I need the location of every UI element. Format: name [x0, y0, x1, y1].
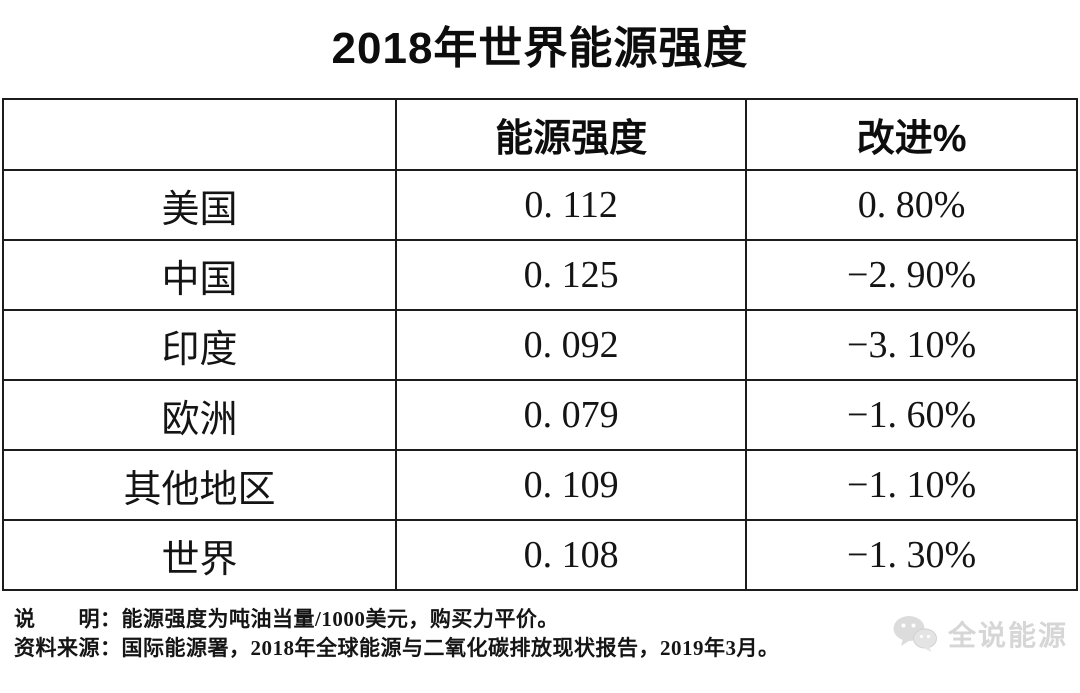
table-row: 美国 0. 112 0. 80% [1, 169, 1078, 241]
intensity-cell: 0. 108 [395, 519, 748, 591]
header-region [1, 98, 398, 171]
table-row: 欧洲 0. 079 −1. 60% [1, 379, 1078, 451]
energy-intensity-table: 能源强度 改进% 美国 0. 112 0. 80% 中国 0. 125 −2. … [1, 98, 1078, 591]
intensity-cell: 0. 125 [395, 239, 748, 311]
notes: 说 明：能源强度为吨油当量/1000美元，购买力平价。 资料来源：国际能源署，2… [14, 605, 780, 663]
watermark: 全说能源 [890, 613, 1068, 655]
page-title: 2018年世界能源强度 [331, 24, 749, 73]
table-row: 世界 0. 108 −1. 30% [1, 519, 1078, 591]
table-row: 中国 0. 125 −2. 90% [1, 239, 1078, 311]
wechat-icon [890, 613, 940, 655]
table-row: 其他地区 0. 109 −1. 10% [1, 449, 1078, 521]
improvement-cell: −1. 60% [745, 379, 1078, 451]
region-cell: 印度 [1, 309, 398, 381]
region-cell: 美国 [1, 169, 398, 241]
region-cell: 欧洲 [1, 379, 398, 451]
region-cell: 世界 [1, 519, 398, 591]
table-header-row: 能源强度 改进% [1, 98, 1078, 171]
improvement-cell: −1. 10% [745, 449, 1078, 521]
note-explanation: 说 明：能源强度为吨油当量/1000美元，购买力平价。 [14, 607, 559, 631]
note-source: 资料来源：国际能源署，2018年全球能源与二氧化碳排放现状报告，2019年3月。 [14, 636, 780, 660]
header-intensity: 能源强度 [395, 98, 748, 171]
intensity-cell: 0. 109 [395, 449, 748, 521]
intensity-cell: 0. 112 [395, 169, 748, 241]
improvement-cell: −1. 30% [745, 519, 1078, 591]
region-cell: 其他地区 [1, 449, 398, 521]
improvement-cell: −3. 10% [745, 309, 1078, 381]
table-row: 印度 0. 092 −3. 10% [1, 309, 1078, 381]
intensity-cell: 0. 079 [395, 379, 748, 451]
header-improvement: 改进% [745, 98, 1078, 171]
improvement-cell: 0. 80% [745, 169, 1078, 241]
region-cell: 中国 [1, 239, 398, 311]
improvement-cell: −2. 90% [745, 239, 1078, 311]
footer: 说 明：能源强度为吨油当量/1000美元，购买力平价。 资料来源：国际能源署，2… [14, 605, 1068, 663]
intensity-cell: 0. 092 [395, 309, 748, 381]
watermark-label: 全说能源 [947, 620, 1068, 651]
